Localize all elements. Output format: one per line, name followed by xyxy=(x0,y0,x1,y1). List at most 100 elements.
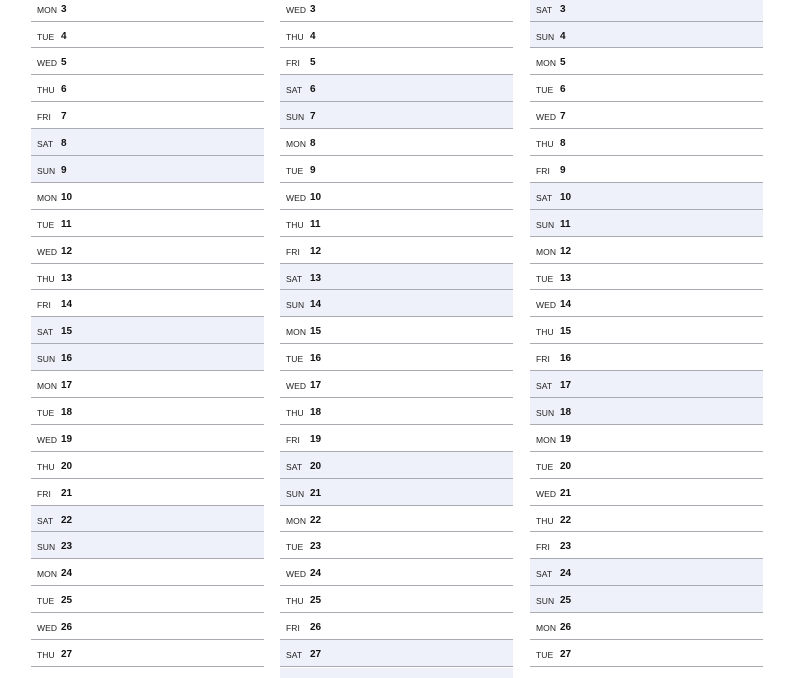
weekday-label: TUE xyxy=(536,461,554,472)
day-row: TUE 16 xyxy=(280,344,513,372)
day-row: TUE 13 xyxy=(530,264,763,291)
day-row: MON 19 xyxy=(530,425,763,452)
weekday-label: FRI xyxy=(286,434,300,445)
day-number: 18 xyxy=(61,406,73,418)
day-number: 17 xyxy=(310,380,322,392)
day-row: SUN 9 xyxy=(31,155,264,183)
day-number: 13 xyxy=(560,272,572,284)
day-row: THU 18 xyxy=(280,398,513,425)
day-number: 23 xyxy=(560,541,572,553)
day-number: 6 xyxy=(560,84,566,96)
day-number: 16 xyxy=(61,353,73,365)
day-number: 9 xyxy=(61,164,67,176)
weekday-label: SAT xyxy=(536,4,553,15)
day-row: TUE 18 xyxy=(31,398,264,425)
day-number: 20 xyxy=(560,460,572,472)
day-number: 7 xyxy=(310,111,316,123)
day-number: 14 xyxy=(61,299,73,311)
day-number: 7 xyxy=(560,111,566,123)
weekday-label: WED xyxy=(536,300,557,311)
day-number: 10 xyxy=(560,191,572,203)
weekday-label: MON xyxy=(286,327,307,338)
weekday-label: TUE xyxy=(536,85,554,96)
day-row: WED 10 xyxy=(280,183,513,210)
weekday-label: SAT xyxy=(536,569,553,580)
day-row: THU 6 xyxy=(31,75,264,103)
day-row: SUN 16 xyxy=(31,344,264,372)
day-row: TUE 25 xyxy=(31,586,264,614)
day-row: TUE 27 xyxy=(530,640,763,667)
day-row: WED 5 xyxy=(31,48,264,76)
day-row: THU 4 xyxy=(280,22,513,49)
weekday-label: SUN xyxy=(536,407,555,418)
day-row: WED 3 xyxy=(280,0,513,22)
day-row: SUN 14 xyxy=(280,290,513,318)
weekday-label: THU xyxy=(37,85,55,96)
day-number: 26 xyxy=(310,622,322,634)
day-number: 12 xyxy=(560,245,572,257)
weekday-label: THU xyxy=(286,219,304,230)
day-number: 6 xyxy=(310,84,316,96)
day-row: TUE 6 xyxy=(530,75,763,103)
weekday-label: FRI xyxy=(536,542,550,553)
day-number: 5 xyxy=(61,57,67,69)
calendar-column-2: WED 3 THU 4 FRI 5 SAT 6 SUN 7 MON 8 TUE 9 WED 10 THU 11 FR… xyxy=(280,0,513,667)
day-row: FRI 12 xyxy=(280,237,513,264)
day-number: 13 xyxy=(310,272,322,284)
weekday-label: SUN xyxy=(536,219,555,230)
weekday-label: MON xyxy=(536,623,557,634)
day-row: SAT 27 xyxy=(280,639,513,667)
weekday-label: THU xyxy=(286,596,304,607)
day-number: 8 xyxy=(310,138,316,150)
weekday-label: WED xyxy=(286,381,307,392)
day-number: 23 xyxy=(310,541,322,553)
weekday-label: TUE xyxy=(37,31,55,42)
day-row: SAT 13 xyxy=(280,263,513,291)
day-row: THU 22 xyxy=(530,506,763,533)
day-number: 21 xyxy=(61,487,73,499)
day-number: 9 xyxy=(310,164,316,176)
weekday-label: THU xyxy=(286,31,304,42)
weekday-label: THU xyxy=(536,327,554,338)
weekday-label: MON xyxy=(37,192,58,203)
day-number: 8 xyxy=(560,138,566,150)
day-number: 9 xyxy=(560,164,566,176)
day-number: 24 xyxy=(560,568,572,580)
weekday-label: SAT xyxy=(536,381,553,392)
day-row: SUN 18 xyxy=(530,397,763,425)
weekday-label: TUE xyxy=(37,219,55,230)
weekday-label: WED xyxy=(37,58,58,69)
day-row: SUN 25 xyxy=(530,586,763,614)
weekday-label: SAT xyxy=(536,192,553,203)
day-number: 10 xyxy=(310,191,322,203)
day-number: 11 xyxy=(560,218,571,230)
weekday-label: WED xyxy=(286,4,307,15)
weekday-label: SUN xyxy=(536,596,555,607)
weekday-label: FRI xyxy=(37,112,51,123)
day-number: 6 xyxy=(61,84,67,96)
weekday-label: MON xyxy=(37,381,58,392)
weekday-label: TUE xyxy=(286,542,304,553)
weekday-label: FRI xyxy=(286,246,300,257)
weekday-label: WED xyxy=(286,192,307,203)
day-row: MON 22 xyxy=(280,506,513,533)
day-number: 4 xyxy=(560,30,566,42)
weekday-label: SUN xyxy=(286,488,305,499)
day-row: SAT 22 xyxy=(31,505,264,533)
day-row: FRI 21 xyxy=(31,479,264,506)
weekday-label: TUE xyxy=(536,273,554,284)
day-row: WED 24 xyxy=(280,559,513,587)
weekday-label: FRI xyxy=(37,488,51,499)
day-row: SAT 20 xyxy=(280,451,513,479)
day-row: FRI 19 xyxy=(280,425,513,452)
day-row: SAT 17 xyxy=(530,371,763,398)
day-number: 14 xyxy=(310,299,322,311)
weekday-label: WED xyxy=(37,246,58,257)
day-number: 26 xyxy=(560,622,572,634)
day-number: 19 xyxy=(61,433,73,445)
weekday-label: TUE xyxy=(37,407,55,418)
day-number: 22 xyxy=(310,514,322,526)
weekday-label: WED xyxy=(536,112,557,123)
day-number: 26 xyxy=(61,622,73,634)
day-number: 27 xyxy=(560,648,572,660)
